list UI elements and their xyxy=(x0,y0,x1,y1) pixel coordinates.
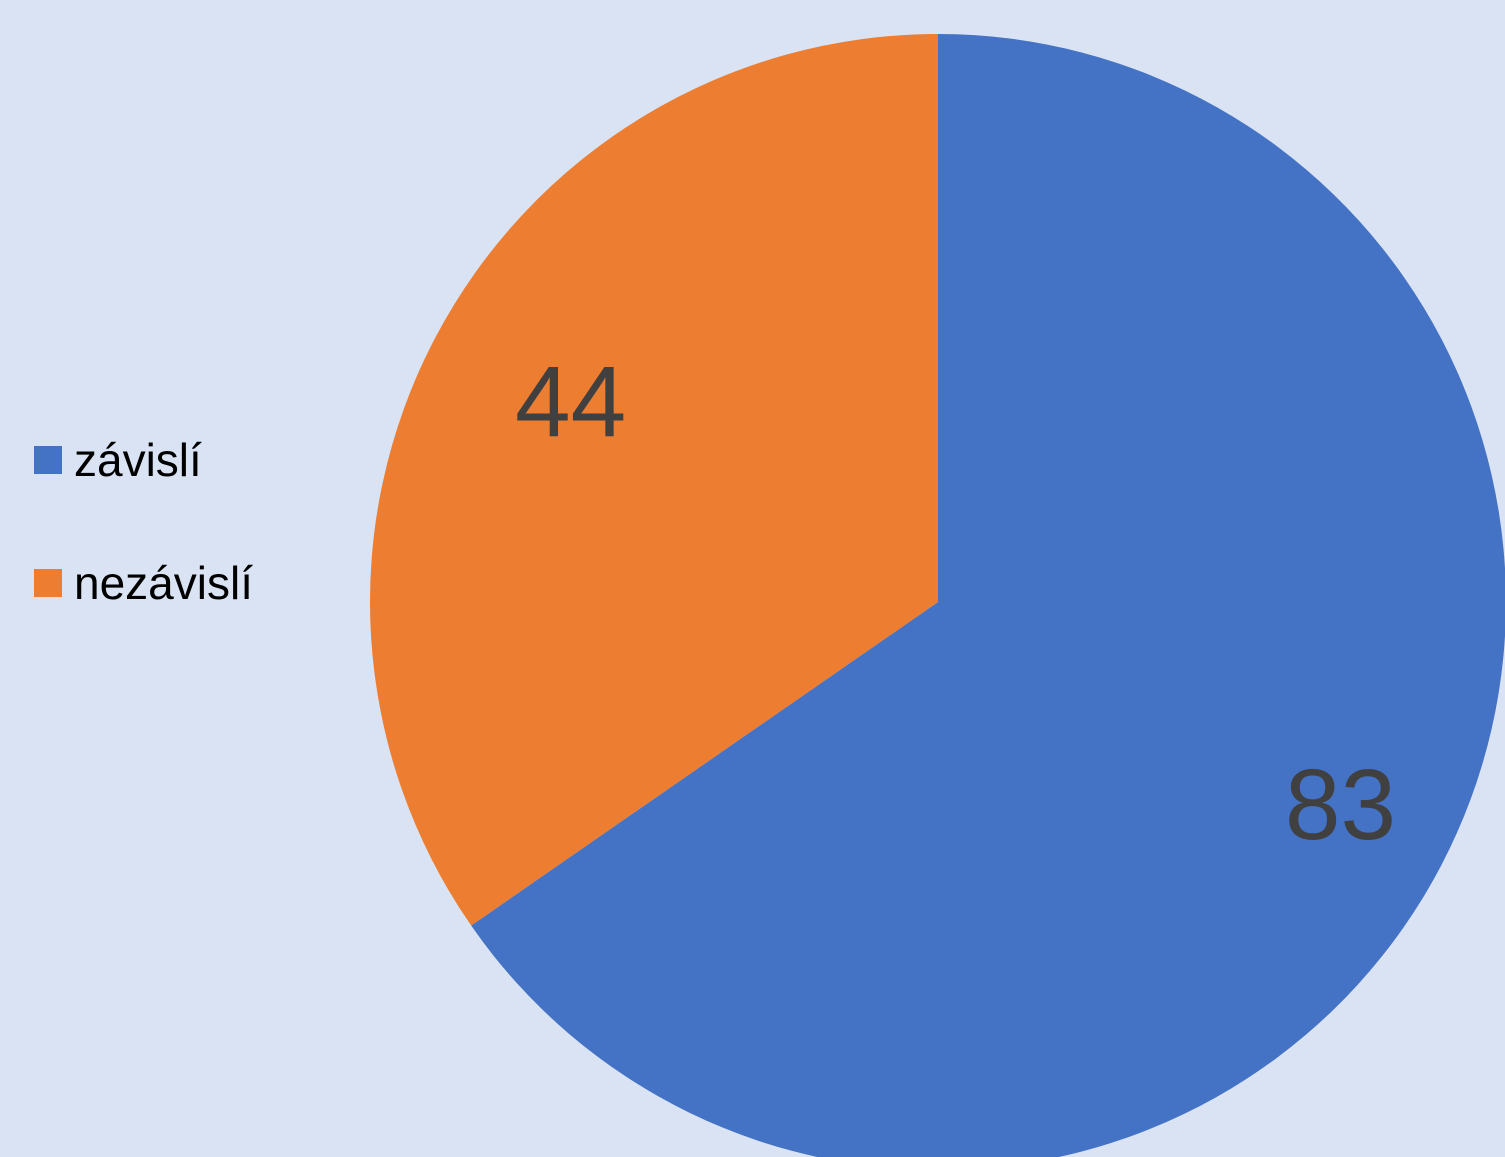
legend-swatch-zavisli xyxy=(34,446,62,474)
legend-item-zavisli: závislí xyxy=(34,432,253,488)
legend: závislí nezávislí xyxy=(34,432,253,678)
data-label-nezavisli: 44 xyxy=(515,346,626,458)
legend-label-nezavisli: nezávislí xyxy=(74,557,253,609)
pie-slice-nezavisli xyxy=(370,34,938,926)
data-label-zavisli: 83 xyxy=(1285,749,1396,861)
legend-swatch-nezavisli xyxy=(34,569,62,597)
pie-slice-zavisli xyxy=(471,34,1505,1157)
legend-label-zavisli: závislí xyxy=(74,434,202,486)
legend-item-nezavisli: nezávislí xyxy=(34,555,253,611)
